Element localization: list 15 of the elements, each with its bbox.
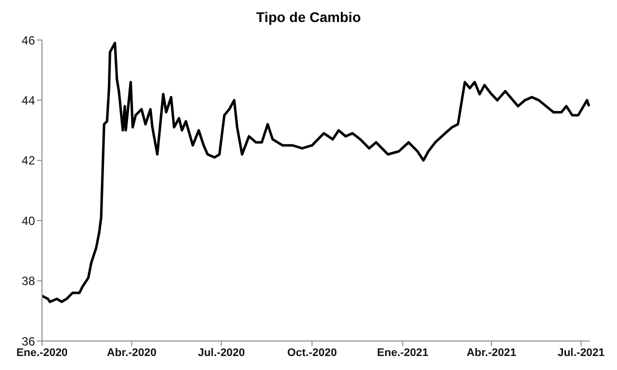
- x-tick-label: Oct.-2020: [287, 346, 337, 359]
- x-tick-label: Ene.-2020: [16, 346, 68, 359]
- y-tick-label: 42: [22, 154, 36, 168]
- x-tick-label: Abr.-2021: [466, 346, 516, 359]
- y-tick-label: 38: [22, 274, 36, 288]
- y-tick-label: 36: [22, 334, 36, 348]
- y-tick-label: 46: [22, 33, 36, 48]
- chart-title: Tipo de Cambio: [255, 9, 362, 25]
- x-tick-label: Jul.-2021: [558, 346, 605, 359]
- x-tick-label: Ene.-2021: [377, 346, 428, 359]
- x-tick-label: Jul.-2020: [198, 346, 245, 359]
- line-series: [42, 42, 590, 304]
- y-tick-label: 44: [22, 93, 36, 108]
- y-tick-label: 40: [22, 214, 36, 228]
- x-tick-label: Abr.-2020: [106, 346, 156, 359]
